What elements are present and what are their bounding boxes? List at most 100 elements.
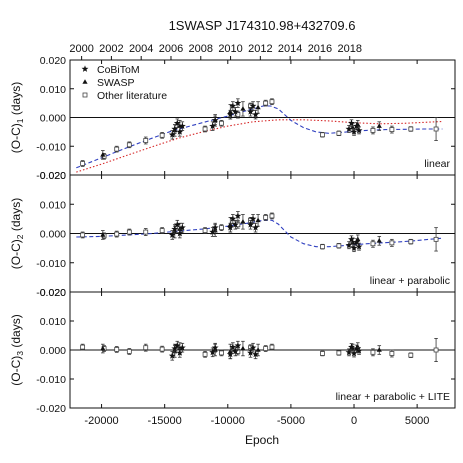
y-tick-label: 0.010 (40, 316, 66, 328)
data-point-star (173, 119, 181, 127)
data-point-star (168, 231, 176, 238)
data-point-open-square (370, 349, 376, 355)
top-year-tick-label: 2016 (308, 43, 332, 55)
data-point-star (355, 126, 363, 134)
y-axis-label: (O-C)2 (days) (9, 198, 25, 269)
legend-label: Other literature (97, 90, 167, 102)
data-point-star (229, 102, 237, 109)
data-point-open-square (389, 127, 395, 132)
data-point-star (176, 128, 184, 135)
data-point-star (226, 111, 234, 118)
top-year-tick-label: 2004 (129, 43, 153, 55)
y-tick-label: -0.010 (36, 258, 66, 270)
data-point-open-square (219, 225, 224, 231)
data-point-open-square (263, 100, 269, 106)
y-tick-label: 0.020 (40, 55, 66, 67)
legend-marker-triangle (82, 79, 88, 84)
data-point-star (353, 238, 360, 246)
legend-marker-open-square (82, 92, 88, 98)
data-point-open-square (269, 99, 275, 105)
y-tick-label: -0.010 (36, 374, 66, 386)
data-point-star (168, 131, 176, 138)
data-point-star (171, 125, 179, 132)
data-point-open-square (370, 128, 376, 133)
legend-label: SWASP (97, 77, 135, 89)
data-point-star (348, 119, 355, 127)
data-point-open-square (114, 146, 120, 152)
y-axis-label: (O-C)3 (days) (9, 314, 25, 385)
data-point-star (345, 241, 353, 249)
data-point-star (252, 350, 259, 358)
data-point-open-square (80, 161, 86, 166)
y-tick-label: 0.000 (40, 229, 66, 241)
data-point-star (249, 344, 257, 351)
data-point-star (178, 344, 186, 351)
data-point-open-square (80, 344, 86, 350)
data-point-triangle (240, 106, 246, 111)
data-point-star (226, 350, 234, 358)
data-point-triangle (255, 217, 261, 223)
x-tick-label: 5000 (405, 415, 429, 427)
top-year-tick-label: 2010 (218, 43, 242, 55)
data-point-star (249, 215, 257, 222)
data-point-open-square (408, 126, 414, 132)
data-point-star (355, 243, 363, 250)
data-point-open-square (433, 126, 439, 132)
data-point-star (209, 228, 217, 235)
data-point-star (348, 343, 355, 351)
data-point-star (350, 349, 358, 357)
data-point-triangle (240, 345, 246, 351)
data-point-open-square (143, 138, 149, 143)
data-point-star (173, 221, 181, 228)
data-point-star (350, 128, 358, 135)
x-tick-label: -15000 (148, 415, 182, 427)
data-point-star (231, 108, 239, 115)
legend-label: CoBiToM (97, 64, 140, 76)
y-tick-label: 0.000 (40, 345, 66, 357)
y-tick-label: 0.020 (40, 287, 66, 299)
data-point-star (252, 111, 259, 118)
y-tick-label: -0.020 (36, 170, 66, 182)
data-point-open-square (320, 351, 325, 356)
data-point-open-square (263, 215, 269, 220)
data-point-open-square (159, 346, 165, 352)
legend-marker-star (81, 65, 89, 72)
y-tick-label: 0.010 (40, 199, 66, 211)
data-point-star (345, 348, 353, 356)
data-point-star (209, 348, 217, 356)
data-point-open-square (336, 243, 342, 249)
data-point-open-square (433, 236, 439, 242)
panel-annotation: linear + parabolic (370, 275, 450, 287)
data-point-star (353, 122, 360, 130)
data-point-star (176, 349, 184, 356)
data-point-open-square (143, 345, 149, 351)
y-tick-label: 0.010 (40, 84, 66, 96)
data-point-open-square (370, 241, 376, 247)
x-tick-label: 0 (351, 415, 357, 427)
data-point-star (247, 108, 254, 115)
data-point-star (168, 352, 176, 359)
top-year-tick-label: 2000 (69, 43, 93, 55)
data-point-open-square (126, 142, 132, 148)
data-point-star (171, 344, 179, 352)
data-point-open-square (219, 120, 224, 126)
data-point-star (249, 102, 257, 109)
data-point-star (247, 221, 254, 228)
fit-red-dotted (76, 119, 443, 173)
data-point-open-square (320, 244, 325, 250)
data-point-triangle (100, 152, 106, 157)
data-point-triangle (240, 219, 246, 224)
data-point-star (348, 235, 355, 243)
data-point-open-square (269, 344, 275, 350)
x-axis-label: Epoch (245, 433, 279, 447)
top-year-tick-label: 2008 (189, 43, 213, 55)
x-tick-label: -20000 (84, 415, 118, 427)
data-point-triangle (100, 345, 106, 351)
x-tick-label: -5000 (277, 415, 305, 427)
data-point-star (211, 116, 219, 124)
data-point-star (231, 221, 239, 228)
data-point-open-square (320, 132, 325, 138)
data-point-triangle (255, 104, 261, 110)
data-point-star (345, 125, 353, 132)
data-point-open-square (159, 228, 165, 233)
